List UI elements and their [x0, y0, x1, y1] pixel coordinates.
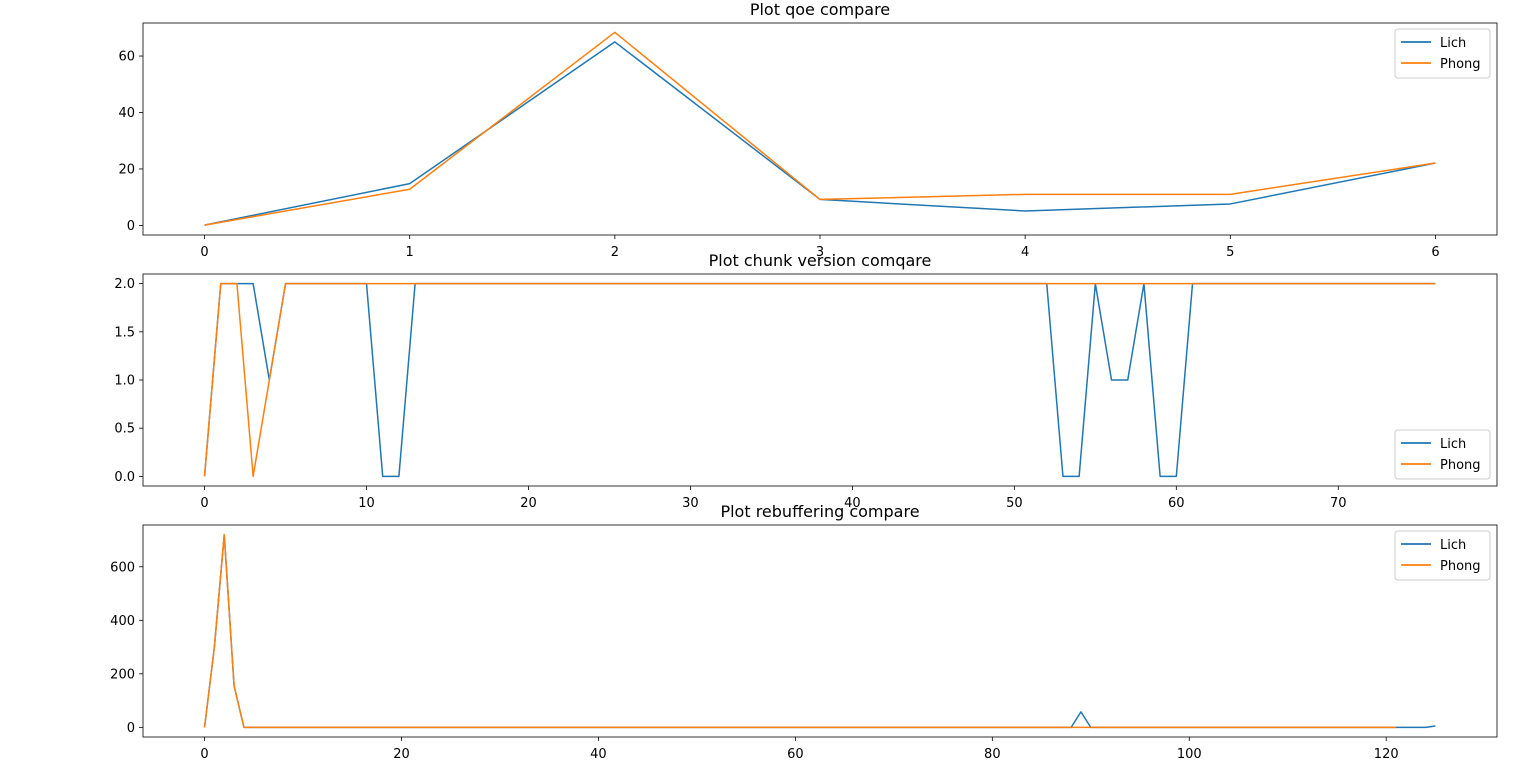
x-tick-label: 0: [200, 496, 208, 511]
plot-area: [143, 23, 1497, 235]
y-tick-label: 600: [110, 560, 135, 575]
x-tick-label: 2: [611, 245, 619, 260]
y-tick-label: 0.5: [114, 422, 135, 437]
chart-title: Plot qoe compare: [750, 0, 890, 19]
x-tick-label: 10: [358, 496, 375, 511]
x-tick-label: 20: [520, 496, 537, 511]
x-tick-label: 60: [1168, 496, 1185, 511]
y-tick-label: 400: [110, 614, 135, 629]
x-tick-label: 30: [682, 496, 699, 511]
x-tick-label: 120: [1374, 747, 1399, 762]
series-line-2: [203, 533, 1397, 729]
series-line-2: [204, 31, 1436, 226]
y-tick-label: 0: [127, 721, 135, 736]
x-tick-label: 40: [844, 496, 861, 511]
y-tick-label: 60: [118, 50, 135, 65]
y-tick-label: 0: [127, 219, 135, 234]
x-tick-label: 0: [200, 245, 208, 260]
x-tick-label: 60: [787, 747, 804, 762]
x-tick-label: 70: [1330, 496, 1347, 511]
legend-label-1: Lich: [1440, 538, 1466, 553]
legend-label-1: Lich: [1440, 36, 1466, 51]
subplot-3: 0 20 40 60 80 100 120 0 200 400 600 Plot rebufferin…: [110, 502, 1498, 762]
x-tick-label: 5: [1226, 245, 1234, 260]
y-tick-label: 20: [118, 162, 135, 177]
legend-label-2: Phong: [1440, 57, 1481, 72]
legend: Lich Phong: [1394, 28, 1491, 79]
plot-area: [143, 525, 1497, 737]
y-tick-label: 1.5: [114, 325, 135, 340]
chart-title: Plot chunk version comqare: [709, 251, 932, 270]
y-tick-label: 200: [110, 667, 135, 682]
legend: Lich Phong: [1394, 530, 1491, 581]
x-tick-label: 40: [590, 747, 607, 762]
y-tick-label: 1.0: [114, 374, 135, 389]
x-tick-label: 80: [984, 747, 1001, 762]
legend-label-2: Phong: [1440, 458, 1481, 473]
axes-frame: [142, 524, 1498, 738]
legend-label-2: Phong: [1440, 559, 1481, 574]
x-tick-label: 3: [816, 245, 824, 260]
x-tick-label: 50: [1006, 496, 1023, 511]
chart-title: Plot rebuffering compare: [720, 502, 919, 521]
plot-area: [143, 274, 1497, 486]
legend-label-1: Lich: [1440, 437, 1466, 452]
y-tick-label: 0.0: [114, 470, 135, 485]
x-tick-label: 1: [406, 245, 414, 260]
x-tick-label: 4: [1021, 245, 1029, 260]
y-tick-label: 2.0: [114, 277, 135, 292]
x-tick-label: 100: [1177, 747, 1202, 762]
legend: Lich Phong: [1394, 429, 1491, 480]
subplot-2: 0 10 20 30 40 50 60 70 0.0 0.5 1.0 1.5 2.0 Plot chunk…: [114, 251, 1498, 511]
y-tick-label: 40: [118, 106, 135, 121]
series-line-2: [203, 282, 1436, 478]
x-tick-label: 0: [200, 747, 208, 762]
x-tick-label: 20: [393, 747, 410, 762]
x-tick-label: 6: [1431, 245, 1439, 260]
